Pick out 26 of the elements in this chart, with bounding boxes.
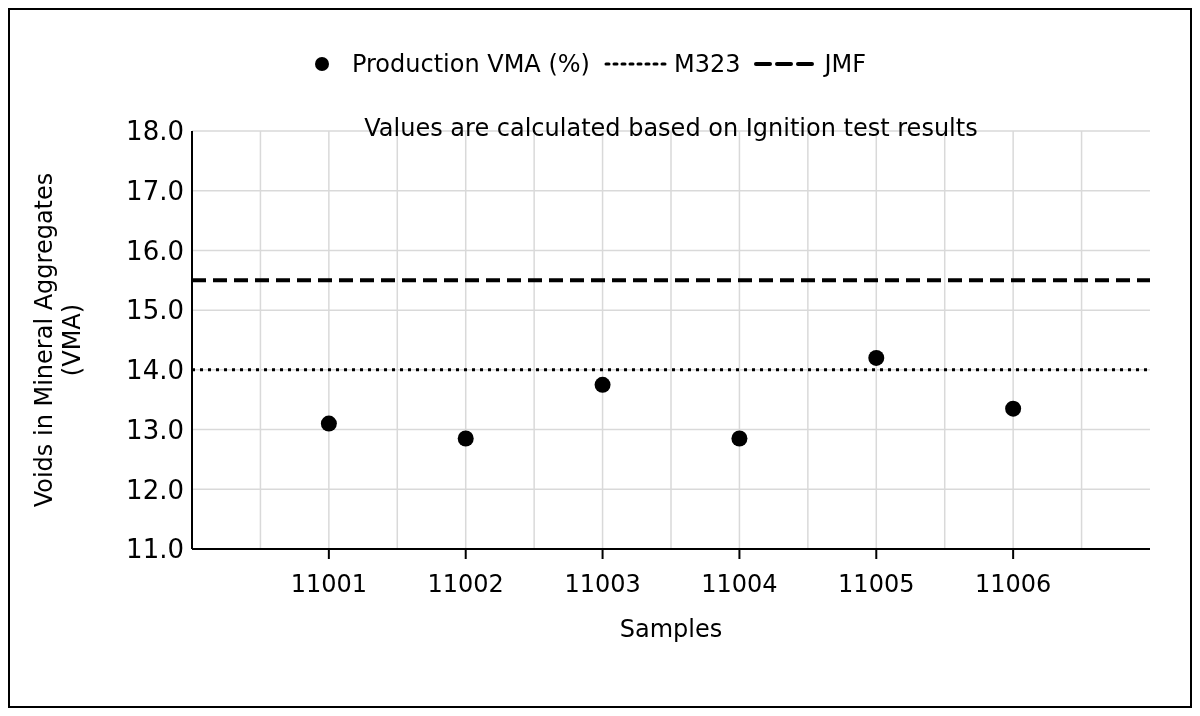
y-tick-label: 13.0 [126, 414, 184, 445]
legend-label: JMF [824, 50, 867, 78]
x-axis-title: Samples [619, 615, 723, 643]
legend-label: Production VMA (%) [351, 50, 590, 78]
x-tick-label: 11005 [838, 570, 915, 599]
y-tick-label: 18.0 [126, 116, 184, 147]
point [731, 430, 748, 447]
y-tick-label: 12.0 [126, 474, 184, 505]
x-tick-label: 11006 [974, 570, 1052, 599]
legend-label: M323 [673, 50, 741, 78]
annotation: Values are calculated based on Ignition test results [363, 114, 979, 142]
x-tick-label: 11003 [564, 570, 641, 599]
x-tick-label: 11001 [290, 570, 368, 599]
y-tick-label: 11.0 [126, 534, 184, 565]
x-tick-label: 11004 [701, 570, 778, 599]
y-axis-title: Voids in Mineral Aggregates (VMA) [30, 172, 86, 508]
y-tick-label: 14.0 [126, 355, 184, 386]
point [1005, 400, 1022, 417]
point [320, 415, 337, 432]
x-tick-label: 11002 [427, 570, 504, 599]
y-tick-label: 17.0 [126, 175, 184, 206]
point [457, 430, 474, 447]
point [868, 349, 885, 366]
y-tick-label: 16.0 [126, 235, 184, 266]
point [594, 376, 611, 393]
y-tick-label: 15.0 [126, 295, 184, 326]
